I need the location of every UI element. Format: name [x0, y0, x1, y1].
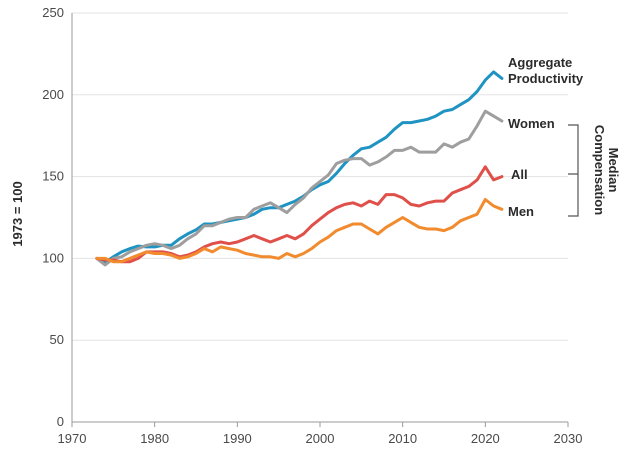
series-label-aggregate-productivity: Aggregate Productivity	[508, 55, 584, 86]
series-label-men: Men	[508, 204, 534, 219]
series-line-women	[95, 109, 504, 267]
y-axis-title: 1973 = 100	[10, 181, 25, 246]
series-labels: Aggregate Productivity Women All Men MedianCo…	[508, 55, 621, 219]
y-tick-label-100: 100	[42, 250, 64, 265]
series-label-all: All	[511, 167, 528, 182]
series-label-line: Men	[508, 204, 534, 219]
x-tick-label-1970: 1970	[58, 431, 87, 446]
x-tick-label-2020: 2020	[471, 431, 500, 446]
x-tick-label-1980: 1980	[140, 431, 169, 446]
compensation-bracket	[568, 124, 579, 217]
group-label-line-2: Compensation	[592, 125, 607, 215]
y-tick-label-250: 250	[42, 5, 64, 20]
x-tick-label-2000: 2000	[306, 431, 335, 446]
series-label-line: Aggregate	[508, 55, 572, 70]
x-tick-label-2010: 2010	[388, 431, 417, 446]
group-label-line-1: Median	[606, 148, 621, 193]
series-label-women: Women	[508, 116, 555, 131]
y-tick-label-50: 50	[50, 332, 64, 347]
x-tick-label-1990: 1990	[223, 431, 252, 446]
series-label-line: Productivity	[508, 71, 584, 86]
y-tick-label-0: 0	[57, 414, 64, 429]
y-tick-label-150: 150	[42, 169, 64, 184]
x-tick-label-2030: 2030	[554, 431, 583, 446]
series-label-line: All	[511, 167, 528, 182]
y-tick-label-200: 200	[42, 87, 64, 102]
series-label-line: Women	[508, 116, 555, 131]
series-lines	[95, 70, 504, 267]
axes: 0 50 100 150 200 250 1970 1980 1990 2000 2010 2020 2…	[42, 5, 582, 446]
series-line-all	[95, 165, 504, 264]
series-line-aggregate-productivity	[95, 70, 504, 264]
series-line-men	[95, 198, 504, 264]
